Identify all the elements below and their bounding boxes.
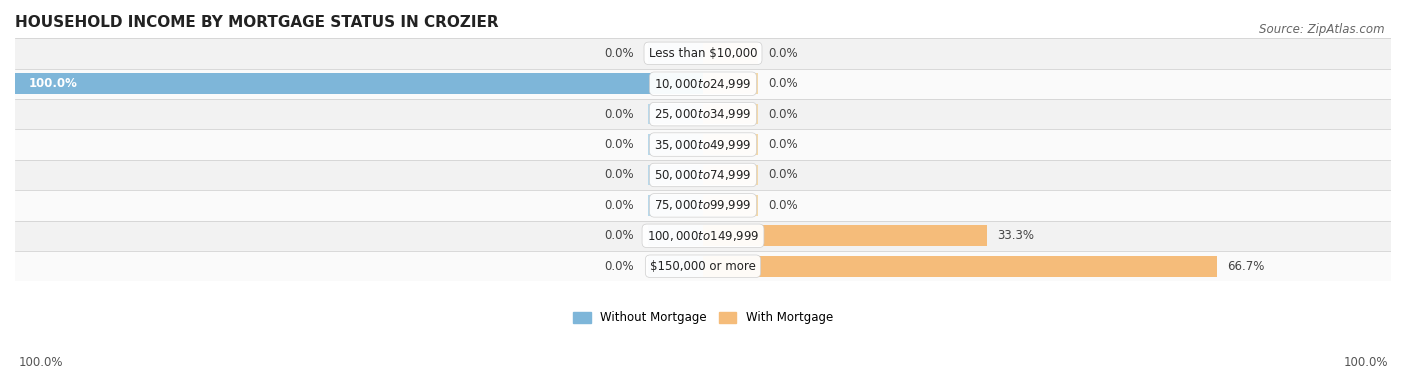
Text: 0.0%: 0.0% bbox=[768, 138, 799, 151]
Bar bbox=[15, 190, 1391, 221]
Text: HOUSEHOLD INCOME BY MORTGAGE STATUS IN CROZIER: HOUSEHOLD INCOME BY MORTGAGE STATUS IN C… bbox=[15, 15, 499, 30]
Text: 0.0%: 0.0% bbox=[605, 108, 634, 121]
Bar bbox=[15, 160, 1391, 190]
Text: 0.0%: 0.0% bbox=[768, 199, 799, 212]
Bar bbox=[703, 256, 1218, 277]
Bar bbox=[648, 104, 703, 124]
Text: 0.0%: 0.0% bbox=[605, 260, 634, 273]
Legend: Without Mortgage, With Mortgage: Without Mortgage, With Mortgage bbox=[568, 307, 838, 329]
Text: 100.0%: 100.0% bbox=[1343, 357, 1388, 369]
Bar bbox=[648, 134, 703, 155]
Bar bbox=[15, 38, 1391, 69]
Bar bbox=[648, 256, 703, 277]
Bar bbox=[703, 165, 758, 185]
Text: 0.0%: 0.0% bbox=[768, 108, 799, 121]
Bar bbox=[703, 74, 758, 94]
Text: 100.0%: 100.0% bbox=[18, 357, 63, 369]
Bar bbox=[648, 43, 703, 64]
Bar bbox=[15, 129, 1391, 160]
Text: Source: ZipAtlas.com: Source: ZipAtlas.com bbox=[1260, 23, 1385, 35]
Text: 0.0%: 0.0% bbox=[605, 47, 634, 60]
Text: $100,000 to $149,999: $100,000 to $149,999 bbox=[647, 229, 759, 243]
Bar bbox=[703, 225, 987, 246]
Bar bbox=[703, 134, 758, 155]
Text: $25,000 to $34,999: $25,000 to $34,999 bbox=[654, 107, 752, 121]
Text: $50,000 to $74,999: $50,000 to $74,999 bbox=[654, 168, 752, 182]
Bar bbox=[703, 43, 758, 64]
Text: $150,000 or more: $150,000 or more bbox=[650, 260, 756, 273]
Text: 0.0%: 0.0% bbox=[768, 47, 799, 60]
Bar bbox=[15, 251, 1391, 281]
Bar bbox=[703, 104, 758, 124]
Text: Less than $10,000: Less than $10,000 bbox=[648, 47, 758, 60]
Bar bbox=[703, 195, 758, 216]
Text: 0.0%: 0.0% bbox=[605, 169, 634, 181]
Text: 0.0%: 0.0% bbox=[768, 169, 799, 181]
Text: 0.0%: 0.0% bbox=[605, 138, 634, 151]
Bar bbox=[15, 69, 1391, 99]
Text: 0.0%: 0.0% bbox=[768, 77, 799, 90]
Bar bbox=[0, 74, 703, 94]
Bar bbox=[648, 195, 703, 216]
Bar bbox=[15, 221, 1391, 251]
Text: 100.0%: 100.0% bbox=[28, 77, 77, 90]
Bar bbox=[15, 99, 1391, 129]
Text: 0.0%: 0.0% bbox=[605, 199, 634, 212]
Text: $10,000 to $24,999: $10,000 to $24,999 bbox=[654, 77, 752, 91]
Text: $35,000 to $49,999: $35,000 to $49,999 bbox=[654, 138, 752, 152]
Text: $75,000 to $99,999: $75,000 to $99,999 bbox=[654, 198, 752, 212]
Bar bbox=[648, 165, 703, 185]
Text: 33.3%: 33.3% bbox=[997, 229, 1035, 242]
Bar bbox=[648, 225, 703, 246]
Text: 0.0%: 0.0% bbox=[605, 229, 634, 242]
Text: 66.7%: 66.7% bbox=[1227, 260, 1264, 273]
